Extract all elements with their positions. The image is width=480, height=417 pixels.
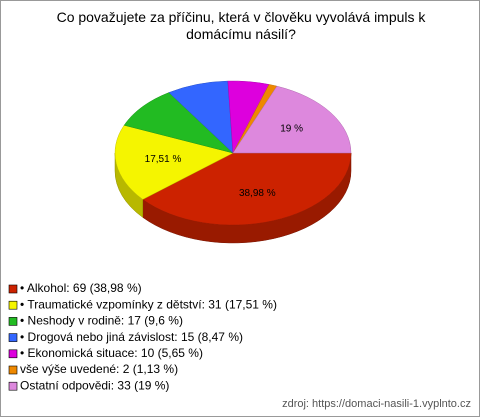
value-label: 19 % — [280, 123, 303, 134]
slice — [142, 152, 352, 226]
legend-swatch — [8, 349, 18, 359]
chart-title: Co považujete za příčinu, která v člověk… — [56, 9, 426, 42]
legend-swatch — [8, 284, 18, 294]
legend-swatch — [8, 317, 18, 326]
legend-label: • Traumatické vzpomínky z dětství: 31 (1… — [20, 297, 277, 311]
slice — [114, 124, 234, 200]
slice — [232, 85, 352, 154]
legend-label: Ostatní odpovědi: 33 (19 %) — [20, 378, 169, 392]
value-label: 17,51 % — [145, 154, 182, 165]
legend-label: • Ekonomická situace: 10 (5,65 %) — [20, 346, 203, 360]
legend-label: • Alkohol: 69 (38,98 %) — [20, 281, 142, 295]
value-label: 38,98 % — [239, 188, 276, 199]
legend-label: • Drogová nebo jiná závislost: 15 (8,47 … — [20, 330, 243, 344]
legend-label: • Neshody v rodině: 17 (9,6 %) — [20, 314, 183, 328]
legend-swatch — [8, 300, 18, 310]
legend-swatch — [8, 333, 18, 342]
legend-label: vše výše uvedené: 2 (1,13 %) — [20, 362, 178, 376]
legend-swatch — [8, 365, 18, 375]
source: zdroj: https://domaci-nasili-1.vyplnto.c… — [282, 398, 471, 410]
legend-swatch — [8, 381, 18, 391]
